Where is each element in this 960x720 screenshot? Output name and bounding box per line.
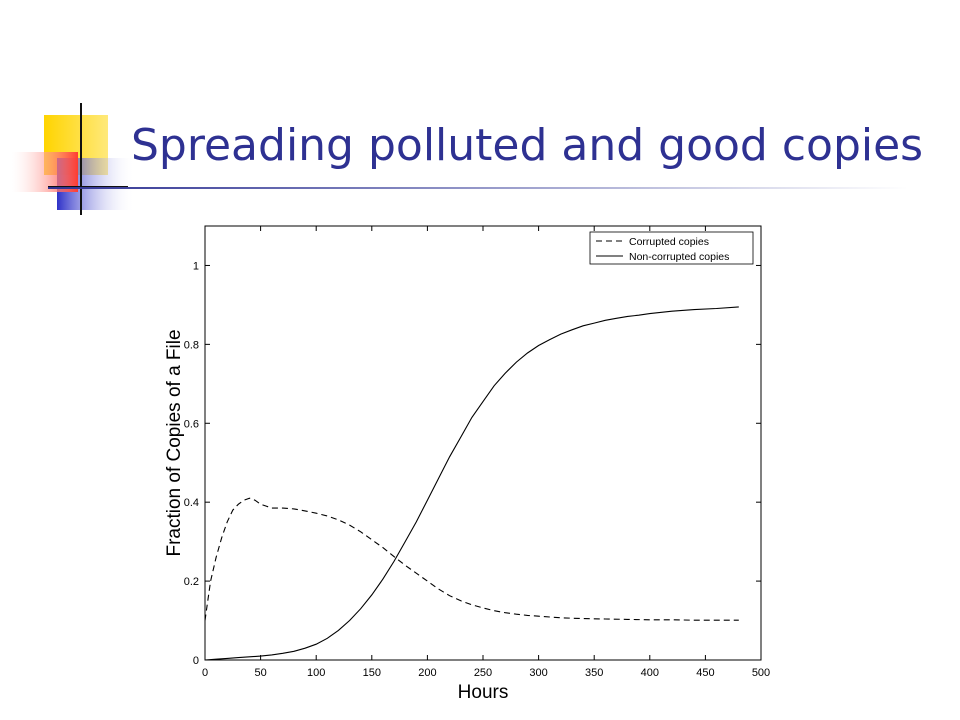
ticks-group: 0 50 100 150 200 250 300 350 400 450 500 0 0.2 0.4 0.6… (184, 226, 770, 679)
y-tick-label: 0 (193, 655, 199, 667)
series-line-corrupted (204, 497, 739, 621)
title-decoration (12, 103, 135, 215)
y-tick-label: 0.8 (184, 339, 199, 351)
x-tick-label: 450 (696, 667, 714, 679)
x-tick-label: 200 (418, 667, 436, 679)
legend: Corrupted copies Non-corrupted copies (589, 231, 754, 265)
x-tick-label: 50 (254, 667, 266, 679)
x-tick-label: 250 (474, 667, 492, 679)
x-tick-label: 100 (307, 667, 325, 679)
plot-area (204, 225, 762, 661)
series-group (204, 306, 739, 661)
x-axis-label: Hours (458, 682, 509, 703)
x-tick-label: 500 (752, 667, 770, 679)
slide-title: Spreading polluted and good copies (131, 120, 924, 171)
legend-label: Non-corrupted copies (629, 251, 729, 263)
x-tick-label: 0 (202, 667, 208, 679)
x-tick-label: 350 (585, 667, 603, 679)
y-tick-label: 0.4 (184, 497, 199, 509)
series-line-non-corrupted (204, 306, 739, 661)
red-square (12, 152, 78, 192)
y-tick-label: 1 (193, 260, 199, 272)
y-tick-label: 0.6 (184, 418, 199, 430)
y-axis-label: Fraction of Copies of a File (164, 329, 185, 556)
legend-label: Corrupted copies (629, 236, 709, 248)
x-tick-label: 400 (641, 667, 659, 679)
title-underline (48, 187, 908, 189)
x-tick-label: 300 (529, 667, 547, 679)
legend-box (589, 231, 754, 265)
x-tick-label: 150 (363, 667, 381, 679)
line-chart: 0 50 100 150 200 250 300 350 400 450 500 0 0.2 0.4 0.6… (164, 225, 770, 703)
y-tick-label: 0.2 (184, 576, 199, 588)
